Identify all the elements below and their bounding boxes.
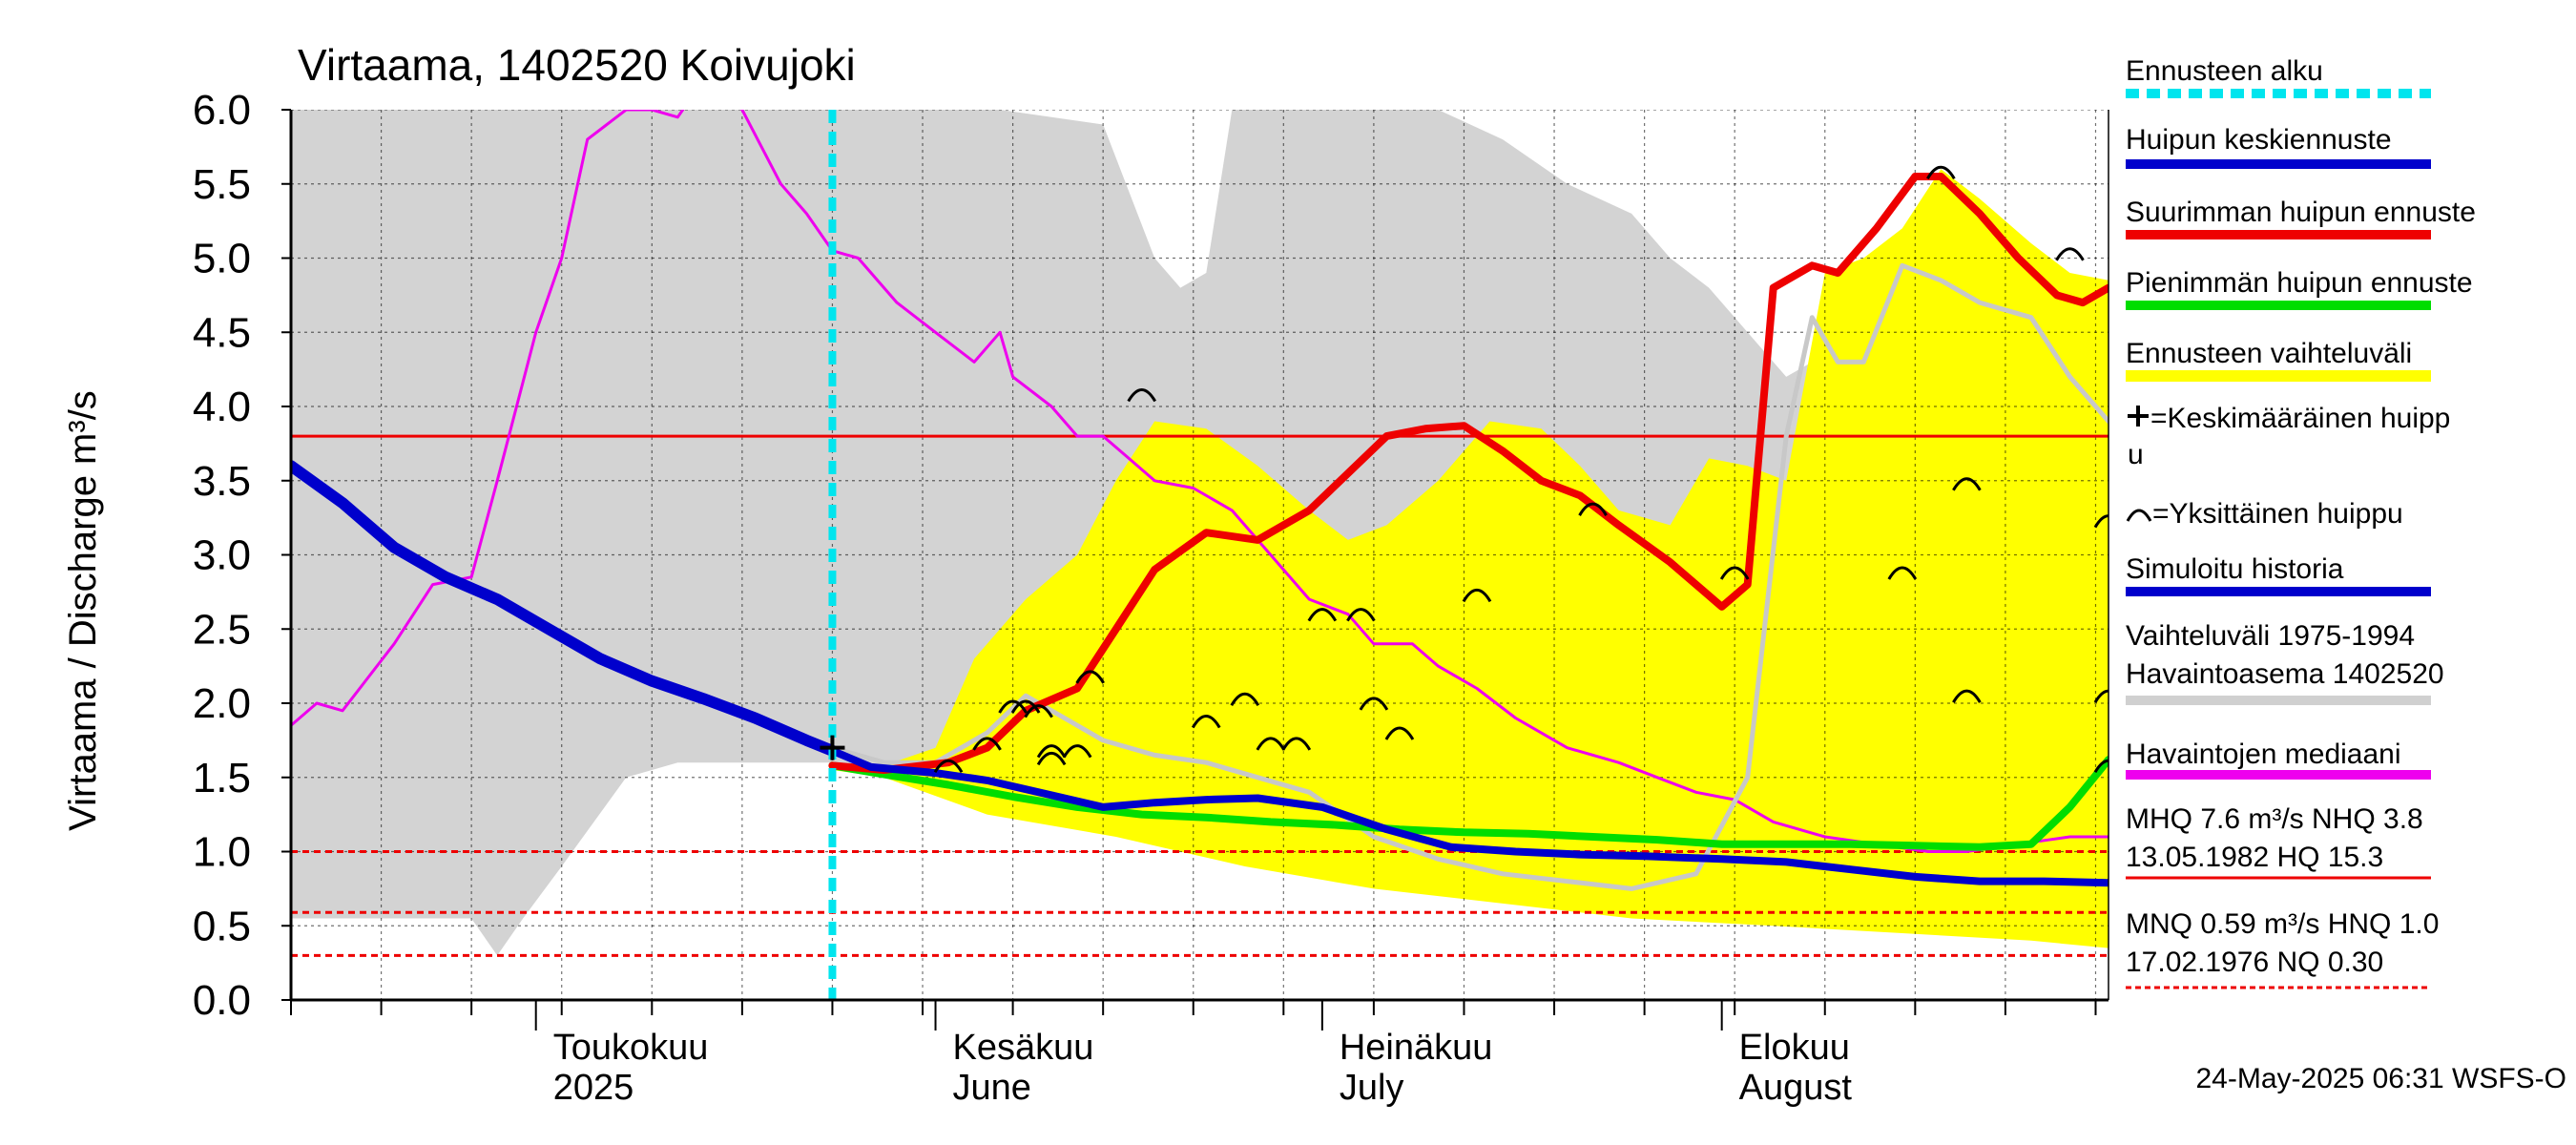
y-tick-label: 4.0 xyxy=(193,384,251,430)
series-line xyxy=(828,173,2109,774)
y-tick-label: 1.0 xyxy=(193,829,251,876)
single-peak-marker xyxy=(1010,699,1041,714)
single-peak-marker xyxy=(1062,744,1092,759)
legend-label: =Yksittäinen huippu xyxy=(2152,498,2403,530)
month-label: Elokuu xyxy=(1739,1028,1850,1068)
month-label: Toukokuu xyxy=(553,1028,709,1068)
single-peak-marker xyxy=(998,699,1028,714)
y-tick-label: 4.5 xyxy=(193,309,251,356)
y-tick-label: 5.0 xyxy=(193,236,251,282)
single-peak-marker xyxy=(2093,514,2109,529)
single-peak-marker xyxy=(972,737,1002,751)
single-peak-marker xyxy=(1256,737,1286,751)
y-tick-label: 3.0 xyxy=(193,532,251,579)
single-peak-marker xyxy=(2055,247,2085,261)
single-peak-marker xyxy=(2093,689,2109,703)
single-peak-marker xyxy=(1191,715,1221,729)
single-peak-marker xyxy=(1719,566,1750,580)
y-tick-label: 2.0 xyxy=(193,680,251,727)
series-line xyxy=(291,110,2109,853)
single-peak-marker xyxy=(1926,165,1956,179)
month-sublabel: July xyxy=(1340,1068,1404,1108)
legend-label-cont: u xyxy=(2128,439,2144,470)
mean-peak-marker xyxy=(820,735,845,760)
single-peak-marker xyxy=(1952,477,1982,491)
plot-area xyxy=(291,110,2109,1000)
single-peak-marker xyxy=(1127,387,1156,403)
legend-label: =Keskimääräinen huipp xyxy=(2150,403,2450,434)
legend-label: Ennusteen alku xyxy=(2126,55,2323,87)
legend-label: Suurimman huipun ennuste xyxy=(2126,197,2476,228)
legend-label: Pienimmän huipun ennuste xyxy=(2126,267,2473,299)
series-line xyxy=(291,460,839,757)
single-peak-marker xyxy=(1952,689,1982,703)
y-tick-label: 6.0 xyxy=(193,87,251,134)
month-sublabel: 2025 xyxy=(553,1068,634,1108)
single-peak-marker xyxy=(1359,697,1389,711)
single-peak-marker xyxy=(1024,704,1053,718)
single-peak-marker xyxy=(1887,566,1918,580)
single-peak-marker xyxy=(1307,608,1338,622)
stats-line: 17.02.1976 NQ 0.30 xyxy=(2126,947,2383,978)
y-tick-label: 1.5 xyxy=(193,755,251,802)
month-sublabel: June xyxy=(953,1068,1031,1108)
month-sublabel: August xyxy=(1739,1068,1853,1108)
stats-line: MNQ 0.59 m³/s HNQ 1.0 xyxy=(2126,908,2439,940)
legend-label: Ennusteen vaihteluväli xyxy=(2126,338,2412,369)
single-peak-marker xyxy=(1346,608,1376,622)
y-tick-label: 0.0 xyxy=(193,977,251,1024)
y-tick-label: 3.5 xyxy=(193,458,251,505)
single-peak-marker xyxy=(933,759,964,773)
stats-line: 13.05.1982 HQ 15.3 xyxy=(2126,842,2383,873)
legend: Ennusteen alku Huipun keskiennuste Suurimm… xyxy=(2126,55,2476,989)
y-tick-label: 0.5 xyxy=(193,903,251,949)
single-peak-marker xyxy=(1036,744,1067,759)
footer-timestamp: 24-May-2025 06:31 WSFS-O xyxy=(2196,1063,2567,1094)
month-label: Kesäkuu xyxy=(953,1028,1094,1068)
legend-label: Huipun keskiennuste xyxy=(2126,124,2392,156)
axes: 0.0 0.5 1.0 1.5 2.0 2.5 3.0 3.5 4.0 4.5 5.0 5.5 6.0 T… xyxy=(193,87,2109,1108)
legend-label-cont: Havaintoasema 1402520 xyxy=(2126,658,2444,690)
legend-label: Simuloitu historia xyxy=(2126,553,2344,585)
legend-label: Havaintojen mediaani xyxy=(2126,739,2401,770)
single-peak-marker xyxy=(1578,502,1608,516)
chart-title: Virtaama, 1402520 Koivujoki xyxy=(298,40,856,90)
single-peak-marker xyxy=(1281,737,1312,751)
legend-single-peak-icon xyxy=(2126,509,2152,522)
single-peak-marker xyxy=(1075,670,1105,684)
y-tick-label: 2.5 xyxy=(193,606,251,653)
series-line xyxy=(828,756,2109,851)
single-peak-marker xyxy=(1036,751,1067,766)
month-label: Heinäkuu xyxy=(1340,1028,1493,1068)
legend-label: Vaihteluväli 1975-1994 xyxy=(2126,620,2415,652)
single-peak-marker xyxy=(2093,759,2109,773)
single-peak-marker xyxy=(1384,726,1415,740)
series-line xyxy=(828,746,2109,887)
y-tick-label: 5.5 xyxy=(193,161,251,208)
y-axis-label: Virtaama / Discharge m³/s xyxy=(62,390,104,831)
legend-mean-peak-icon xyxy=(2128,406,2149,427)
single-peak-marker xyxy=(1462,588,1492,603)
single-peak-marker xyxy=(1230,692,1260,707)
stats-line: MHQ 7.6 m³/s NHQ 3.8 xyxy=(2126,803,2423,835)
